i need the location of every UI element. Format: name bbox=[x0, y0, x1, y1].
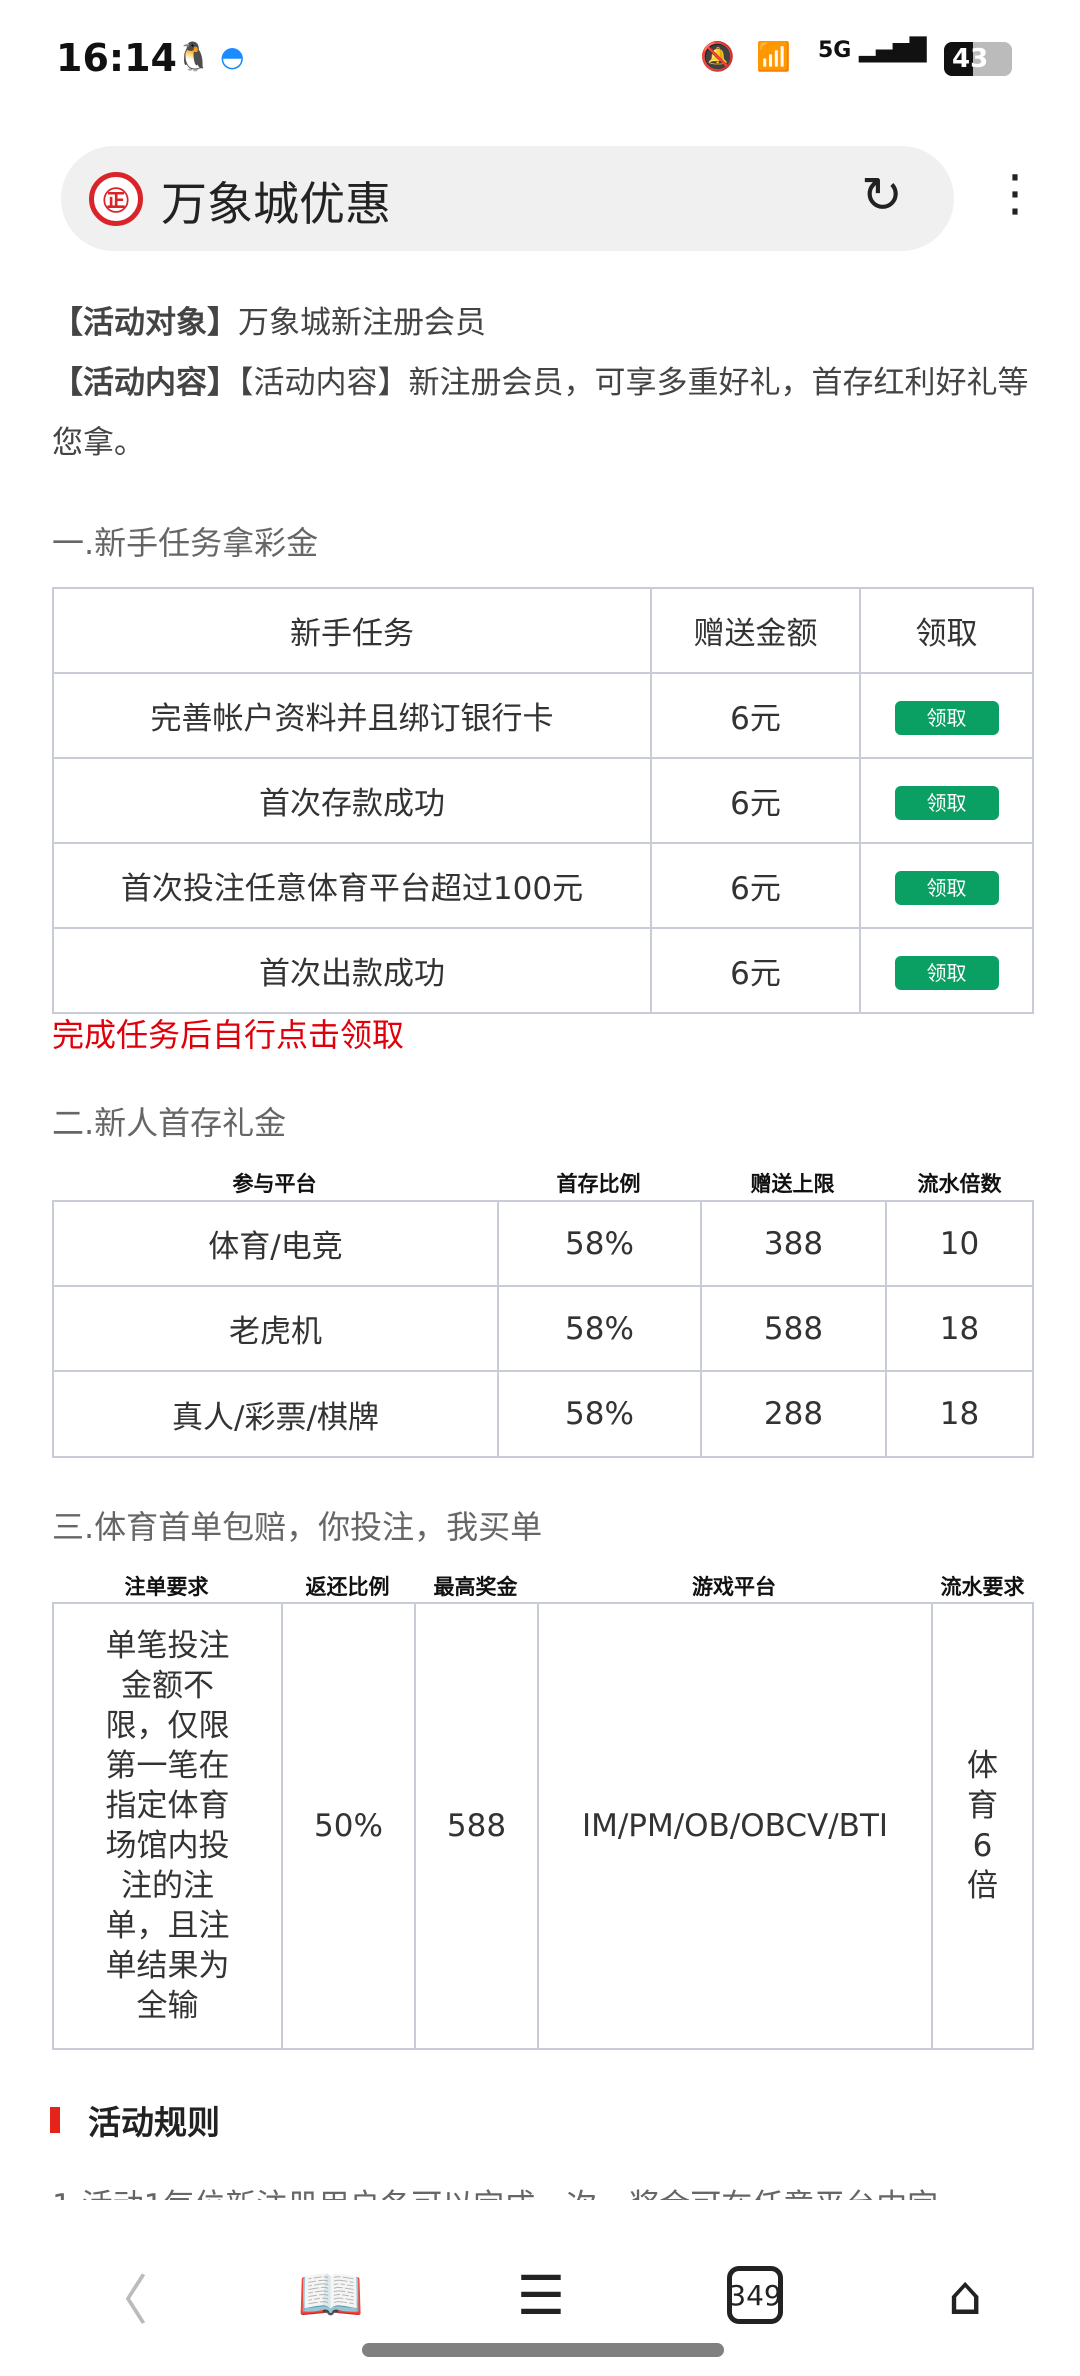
section2-title: 二.新人首存礼金 bbox=[52, 1104, 287, 1142]
column-header: 流水倍数 bbox=[917, 1172, 1002, 1196]
wifi-icon: 📶 bbox=[756, 40, 791, 73]
claim-button[interactable]: 领取 bbox=[894, 700, 999, 735]
section3-title: 三.体育首单包赔，你投注，我买单 bbox=[52, 1508, 543, 1546]
column-header: 赠送上限 bbox=[750, 1172, 835, 1196]
header: 新手任务 bbox=[52, 587, 652, 674]
column-header: 最高奖金 bbox=[433, 1575, 518, 1599]
claim-button[interactable]: 领取 bbox=[894, 870, 999, 905]
column-header: 游戏平台 bbox=[692, 1575, 776, 1599]
section1-title: 一.新手任务拿彩金 bbox=[52, 524, 319, 562]
sports-refund-table: 单笔投注金额不限，仅限第一笔在指定体育场馆内投注的注单，且注单结果为全输 50% 5… bbox=[52, 1602, 1034, 2050]
table-row: 老虎机 58% 588 18 bbox=[52, 1285, 1034, 1372]
clock: 16:14 bbox=[56, 36, 177, 80]
qq-icon: 🐧 bbox=[176, 40, 211, 73]
bookmarks-book-icon[interactable]: 📖 bbox=[297, 2263, 365, 2326]
table-row: 首次存款成功 6元 领取 bbox=[52, 757, 1034, 844]
claim-button[interactable]: 领取 bbox=[894, 785, 999, 820]
deposit-bonus-table: 体育/电竞 58% 388 10 老虎机 58% 588 18 真人/彩票/棋牌 58% 288… bbox=[52, 1200, 1034, 1458]
page-title: 万象城优惠 bbox=[161, 177, 391, 231]
home-indicator[interactable] bbox=[362, 2343, 724, 2357]
task-note: 完成任务后自行点击领取 bbox=[52, 1016, 405, 1054]
tabs-button[interactable]: 349 bbox=[710, 2255, 800, 2335]
column-header: 首存比例 bbox=[556, 1172, 641, 1196]
tabs-count: 349 bbox=[727, 2266, 783, 2324]
bottom-toolbar: 〈 📖 ☰ 349 ⌂ bbox=[0, 2200, 1080, 2376]
column-header: 流水要求 bbox=[940, 1575, 1025, 1599]
table-row: 完善帐户资料并且绑订银行卡 6元 领取 bbox=[52, 672, 1034, 759]
activity-content: 【活动内容】【活动内容】新注册会员，可享多重好礼，首存红利好礼等您拿。 bbox=[52, 365, 1029, 461]
claim-button[interactable]: 领取 bbox=[894, 955, 999, 990]
signal-5g-icon: 5G ▂▄▆█ bbox=[818, 38, 927, 63]
table-row: 首次投注任意体育平台超过100元 6元 领取 bbox=[52, 842, 1034, 929]
column-header: 参与平台 bbox=[232, 1172, 317, 1196]
section-marker bbox=[50, 2107, 60, 2133]
table-row: 单笔投注金额不限，仅限第一笔在指定体育场馆内投注的注单，且注单结果为全输 50% 5… bbox=[52, 1602, 1034, 2050]
status-bar: 16:14 🐧 ◓ 🔕 📶 5G ▂▄▆█ 43 bbox=[0, 0, 1080, 110]
table-row: 真人/彩票/棋牌 58% 288 18 bbox=[52, 1370, 1034, 1458]
mute-bell-icon: 🔕 bbox=[700, 40, 735, 73]
back-icon[interactable]: 〈 bbox=[94, 2268, 148, 2332]
column-header: 返还比例 bbox=[305, 1575, 390, 1599]
app-notification-icon: ◓ bbox=[220, 40, 245, 73]
more-menu-icon[interactable]: ⋮ bbox=[990, 164, 1040, 222]
menu-icon[interactable]: ☰ bbox=[516, 2263, 566, 2327]
table-row: 体育/电竞 58% 388 10 bbox=[52, 1200, 1034, 1287]
table-row: 首次出款成功 6元 领取 bbox=[52, 927, 1034, 1014]
column-header: 注单要求 bbox=[124, 1575, 209, 1599]
site-logo-icon: ㊣ bbox=[89, 172, 143, 226]
header: 赠送金额 bbox=[650, 587, 861, 674]
header: 领取 bbox=[859, 587, 1034, 674]
address-bar[interactable]: ㊣ 万象城优惠 ↻ bbox=[61, 146, 954, 251]
rules-title: 活动规则 bbox=[88, 2103, 220, 2142]
reload-icon[interactable]: ↻ bbox=[861, 166, 903, 224]
home-icon[interactable]: ⌂ bbox=[947, 2263, 983, 2327]
battery-icon: 43 bbox=[944, 42, 1012, 76]
activity-target: 【活动对象】万象城新注册会员 bbox=[52, 305, 486, 341]
task-table: 新手任务 赠送金额 领取 完善帐户资料并且绑订银行卡 6元 领取 首次存款成功 6元 领取 … bbox=[52, 587, 1034, 1014]
